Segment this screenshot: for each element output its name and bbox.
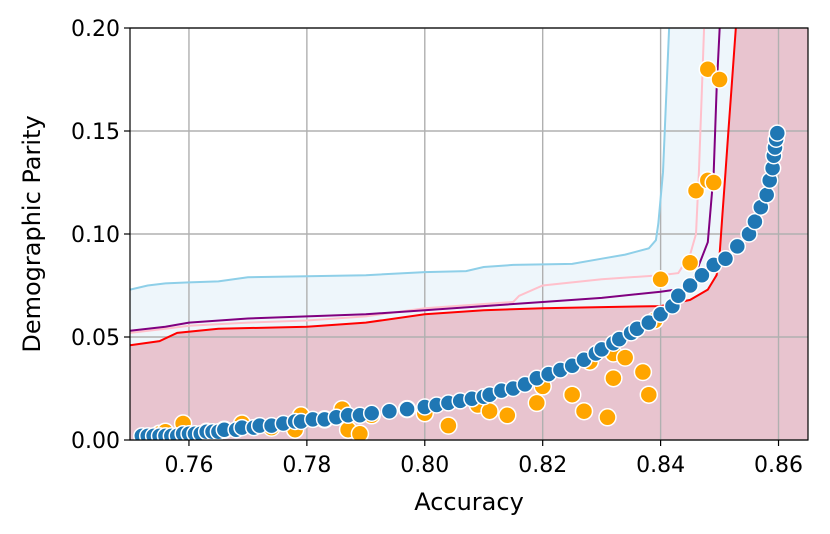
orange-point [704,173,723,192]
y-tick-label: 0.20 [71,17,120,42]
orange-point [562,385,582,404]
orange-point [574,401,594,421]
orange-point [686,181,706,200]
blue-point [746,212,764,231]
feasible-band-fill [130,28,736,346]
x-tick-label: 0.82 [518,453,567,478]
blue-point [398,400,416,418]
x-tick-label: 0.84 [636,453,685,478]
blue-point [693,266,711,284]
orange-point [498,406,517,425]
x-tick-label: 0.86 [754,453,803,478]
x-tick-label: 0.76 [164,453,213,478]
orange-point [680,253,700,273]
y-tick-label: 0.15 [71,120,120,145]
orange-point [651,270,670,289]
y-axis-label: Demographic Parity [18,115,46,352]
orange-point [350,424,370,440]
orange-point [439,416,458,435]
orange-point [633,362,653,382]
blue-point [362,404,381,422]
blue-point [669,287,688,305]
orange-point [615,348,635,367]
blue-point [728,237,747,256]
orange-point [598,408,617,427]
blue-point [757,186,776,204]
boundary-line-4 [130,28,737,347]
y-tick-label: 0.00 [71,429,120,454]
blue-point [651,305,670,324]
blue-point [640,313,658,332]
blue-point [380,402,399,420]
boundary-line-2 [130,28,706,334]
y-tick-label: 0.05 [71,326,120,351]
orange-point [710,70,729,89]
orange-point [639,385,659,404]
orange-point [604,368,623,388]
orange-point [698,59,718,79]
boundary-line-1 [130,28,671,291]
y-tick-label: 0.10 [71,223,120,248]
x-axis-label: Accuracy [414,488,524,516]
blue-point [716,249,735,268]
orange-point [527,393,547,413]
blue-point [768,124,787,142]
blue-point [681,276,699,295]
x-tick-label: 0.78 [282,453,331,478]
boundary-line-3 [130,28,721,332]
x-tick-label: 0.80 [400,453,449,478]
